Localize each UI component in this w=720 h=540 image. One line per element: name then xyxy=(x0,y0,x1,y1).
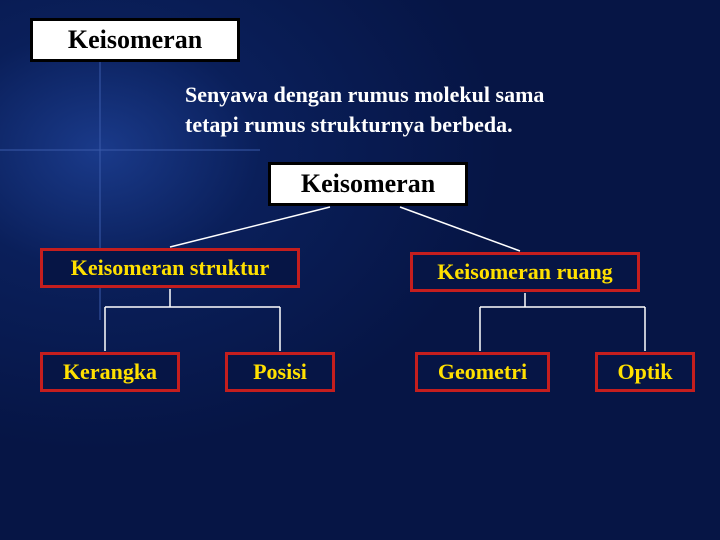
leaf-optik-label: Optik xyxy=(617,359,672,385)
root-node: Keisomeran xyxy=(268,162,468,206)
description-text: Senyawa dengan rumus molekul sama tetapi… xyxy=(185,80,544,139)
branch-ruang: Keisomeran ruang xyxy=(410,252,640,292)
leaf-kerangka-label: Kerangka xyxy=(63,359,157,385)
title-box: Keisomeran xyxy=(30,18,240,62)
leaf-kerangka: Kerangka xyxy=(40,352,180,392)
leaf-optik: Optik xyxy=(595,352,695,392)
leaf-posisi: Posisi xyxy=(225,352,335,392)
branch-ruang-label: Keisomeran ruang xyxy=(437,259,612,285)
description-line1: Senyawa dengan rumus molekul sama xyxy=(185,82,544,107)
leaf-geometri-label: Geometri xyxy=(438,359,527,385)
leaf-posisi-label: Posisi xyxy=(253,359,307,385)
title-text: Keisomeran xyxy=(68,25,202,55)
branch-struktur: Keisomeran struktur xyxy=(40,248,300,288)
leaf-geometri: Geometri xyxy=(415,352,550,392)
branch-struktur-label: Keisomeran struktur xyxy=(71,255,270,281)
description-line2: tetapi rumus strukturnya berbeda. xyxy=(185,112,513,137)
root-node-label: Keisomeran xyxy=(301,169,435,199)
